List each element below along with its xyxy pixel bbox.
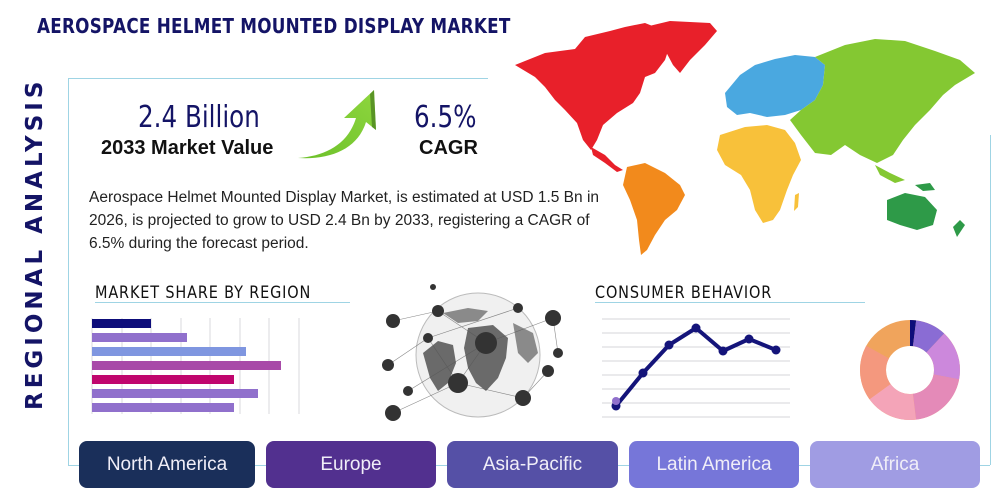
world-map [515, 21, 975, 255]
bar-6 [92, 389, 258, 398]
frame-line-right [990, 135, 991, 465]
bar-2 [92, 333, 187, 342]
frame-line-left [68, 78, 69, 465]
consumer-behavior-line-chart [602, 318, 790, 418]
region-button-africa[interactable]: Africa [810, 441, 980, 488]
market-share-bar-chart [91, 318, 300, 414]
market-value: 2.4 Billion [138, 100, 260, 135]
bar-4 [92, 361, 281, 370]
region-button-europe[interactable]: Europe [266, 441, 436, 488]
network-globe-image [382, 284, 563, 421]
map-greenland [645, 21, 717, 73]
cagr-label: CAGR [419, 137, 478, 159]
map-asia [790, 39, 975, 163]
map-oceania [887, 193, 937, 230]
bar-5 [92, 375, 234, 384]
bar-7 [92, 403, 234, 412]
donut-chart [860, 320, 960, 420]
market-value-label: 2033 Market Value [101, 137, 274, 159]
market-description: Aerospace Helmet Mounted Display Market,… [89, 189, 600, 252]
bar-1 [92, 319, 151, 328]
market-share-title: MARKET SHARE BY REGION [95, 283, 312, 303]
region-button-asia-pacific[interactable]: Asia-Pacific [447, 441, 618, 488]
bar-3 [92, 347, 246, 356]
consumer-behavior-underline [595, 302, 865, 303]
consumer-behavior-title: CONSUMER BEHAVIOR [595, 283, 773, 303]
frame-line-top [68, 78, 488, 79]
map-north-america [515, 23, 670, 150]
map-europe [725, 55, 825, 117]
region-button-latin-america[interactable]: Latin America [629, 441, 799, 488]
region-button-north-america[interactable]: North America [79, 441, 255, 488]
growth-arrow-icon [298, 90, 376, 159]
market-share-underline [95, 302, 350, 303]
cagr-value: 6.5% [414, 100, 477, 135]
map-south-america [623, 163, 685, 255]
page-title: AEROSPACE HELMET MOUNTED DISPLAY MARKET [37, 14, 511, 38]
map-africa [717, 125, 801, 223]
